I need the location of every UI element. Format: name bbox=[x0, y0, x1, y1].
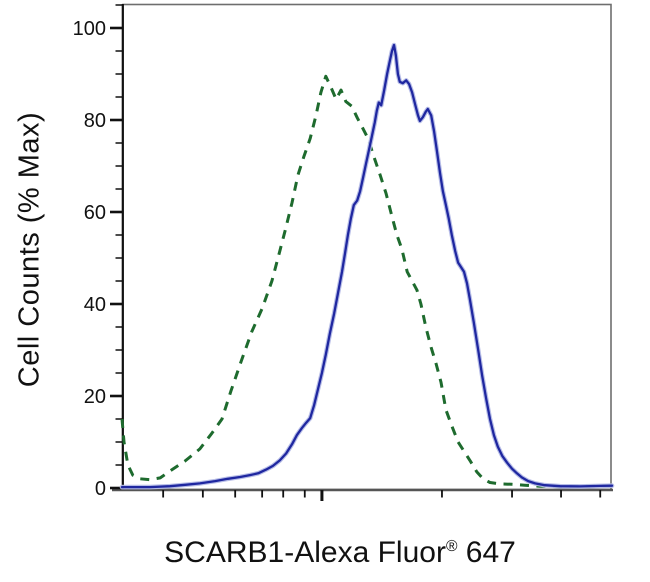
green-dashed-histogram bbox=[120, 74, 612, 489]
registered-trademark-icon: ® bbox=[445, 538, 458, 555]
blue-solid-histogram-halo bbox=[119, 42, 615, 490]
y-axis-tick-label: 100 bbox=[73, 18, 106, 40]
y-axis-tick-label: 0 bbox=[95, 478, 106, 500]
x-axis-title-suffix: 647 bbox=[457, 536, 516, 569]
y-axis-tick-label: 80 bbox=[84, 110, 106, 132]
x-axis-title: SCARB1-Alexa Fluor® 647 bbox=[35, 536, 645, 570]
y-axis-tick-labels: 0 20 40 60 80 100 bbox=[73, 18, 106, 500]
y-axis-tick-label: 60 bbox=[84, 202, 106, 224]
plot-frame bbox=[112, 3, 613, 492]
y-axis-title: Cell Counts (% Max) bbox=[13, 111, 46, 388]
y-axis-tick-label: 40 bbox=[84, 294, 106, 316]
x-axis-title-main: SCARB1-Alexa Fluor bbox=[164, 536, 446, 569]
blue-solid-histogram bbox=[120, 43, 614, 489]
axis-ticks bbox=[110, 4, 602, 501]
histogram-curves bbox=[119, 42, 615, 490]
y-axis-tick-label: 20 bbox=[84, 386, 106, 408]
plot-border bbox=[122, 3, 612, 491]
